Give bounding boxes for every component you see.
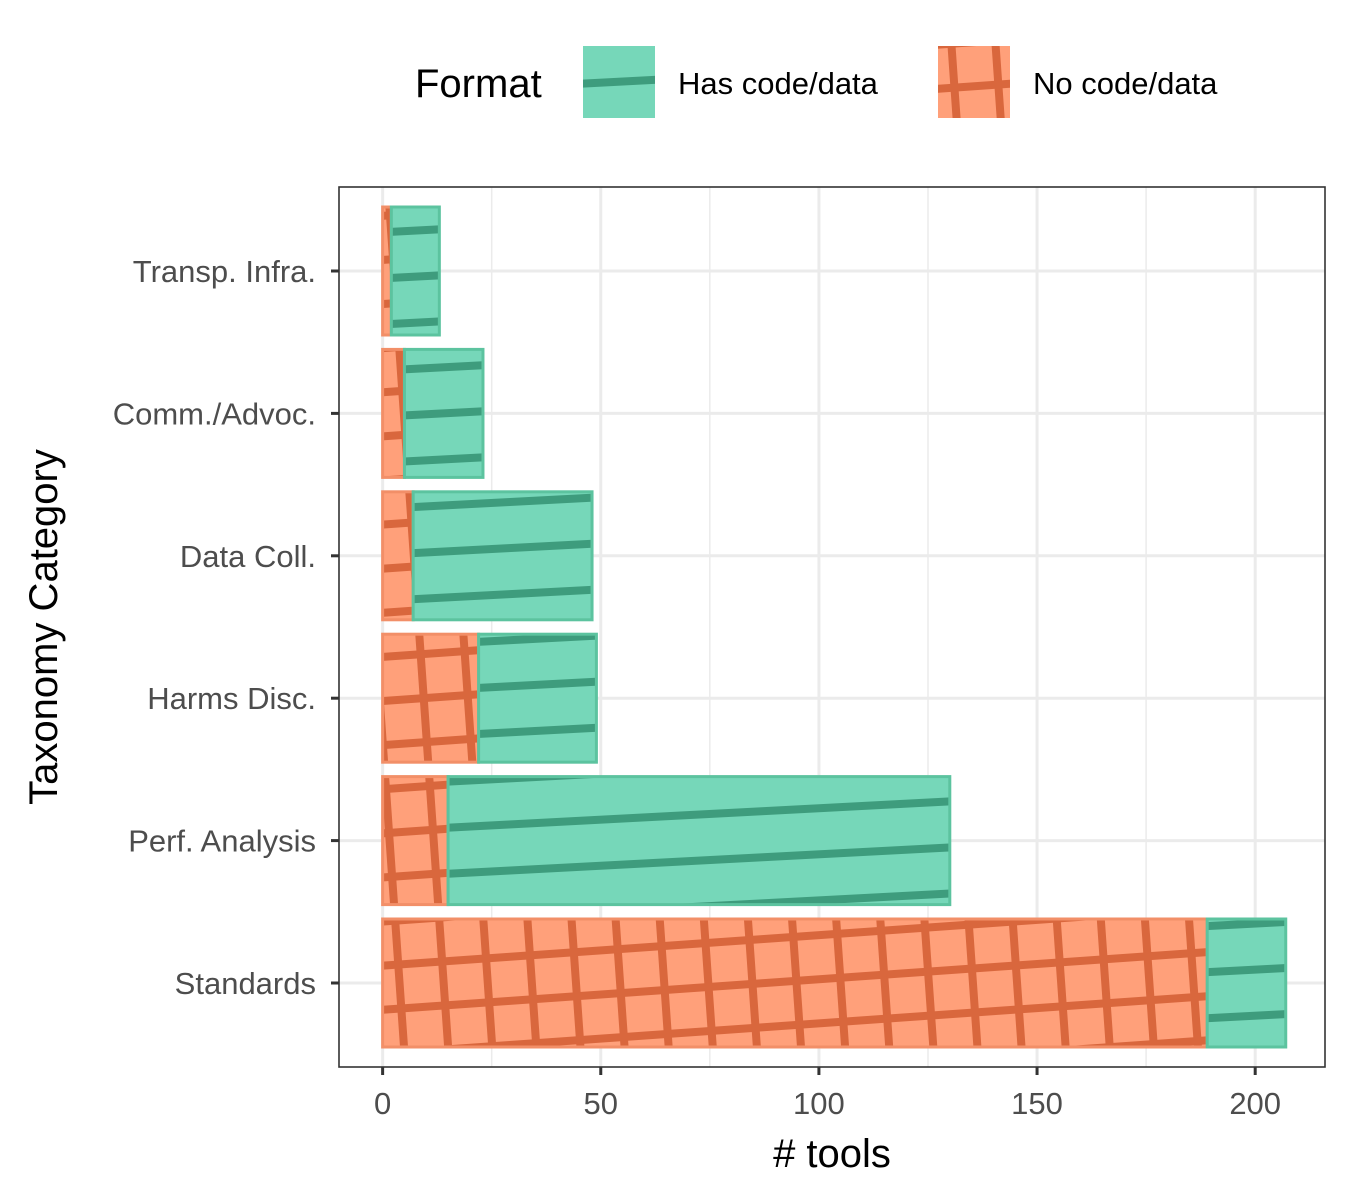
bar-no-code [381,775,450,907]
bar-has-code [402,347,485,479]
legend-swatch-has-code [583,46,655,118]
x-tick-label: 50 [584,1086,618,1121]
bar-no-code [381,347,406,479]
x-tick-label: 200 [1229,1086,1281,1121]
y-tick-label: Comm./Advoc. [113,396,316,431]
bar-no-code [381,490,415,622]
bar-has-code [411,490,594,622]
y-tick-label: Data Coll. [180,539,316,574]
x-axis: 0 50 100 150 200 [374,1067,1281,1121]
plot-panel-border [338,186,1326,1068]
y-axis-title: Taxonomy Category [22,449,66,805]
bar-has-code [1205,917,1288,1049]
y-tick-label: Harms Disc. [147,681,316,716]
legend: Format Has code/data No code/data [415,46,1218,118]
bar-no-code [381,917,1209,1049]
x-tick-label: 0 [374,1086,391,1121]
y-tick-label: Transp. Infra. [133,254,316,289]
bars [381,205,1288,1049]
x-tick-label: 150 [1011,1086,1063,1121]
legend-swatch-no-code [938,46,1010,118]
y-tick-label: Standards [175,966,316,1001]
x-axis-title: # tools [773,1132,891,1176]
bar-has-code [389,205,441,337]
legend-label-has-code: Has code/data [678,66,879,101]
x-tick-label: 100 [793,1086,845,1121]
y-axis: Transp. Infra. Comm./Advoc. Data Coll. Harm… [113,254,339,1001]
bar-has-code [477,632,598,764]
bar-has-code [446,775,952,907]
y-tick-label: Perf. Analysis [128,824,316,859]
bar-no-code [381,632,481,764]
legend-label-no-code: No code/data [1033,66,1218,101]
legend-title: Format [415,62,542,106]
